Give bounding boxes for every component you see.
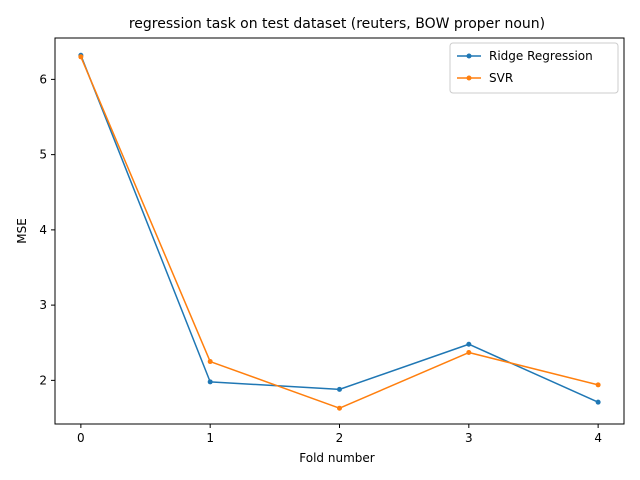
data-point-ridge-regression [207,379,213,385]
y-axis-label: MSE [15,218,29,244]
x-axis-label: Fold number [299,451,374,465]
legend-marker-svr [466,75,472,81]
y-tick-label: 3 [39,298,47,312]
data-point-ridge-regression [337,386,342,392]
x-axis: 0 1 2 3 4 [77,424,602,445]
y-tick-label: 6 [39,72,47,86]
x-tick-label: 2 [336,431,344,445]
y-tick-label: 2 [39,373,47,387]
x-tick-label: 4 [594,431,602,445]
chart-title: regression task on test dataset (reuters… [129,16,545,32]
legend-box [449,42,619,94]
plot-frame [54,37,625,425]
series-line-svr [80,56,599,409]
x-tick-label: 3 [465,431,473,445]
data-point-svr [466,350,472,356]
y-axis: 2 3 4 5 6 [39,72,55,387]
y-tick-label: 4 [39,223,47,237]
data-point-ridge-regression [466,341,472,347]
y-tick-label: 5 [39,148,47,162]
legend-label-ridge: Ridge Regression [489,49,593,63]
x-tick-label: 0 [77,431,85,445]
x-tick-label: 1 [206,431,214,445]
data-point-ridge-regression [595,399,601,405]
legend-marker-ridge [466,53,472,59]
data-point-svr [207,359,213,365]
series-line-ridge-regression [80,55,599,403]
data-point-svr [337,405,342,411]
plot-lines [78,52,601,411]
data-point-svr [78,54,84,60]
legend-label-svr: SVR [489,71,513,85]
legend: Ridge Regression SVR [449,42,619,94]
data-point-svr [595,382,601,388]
